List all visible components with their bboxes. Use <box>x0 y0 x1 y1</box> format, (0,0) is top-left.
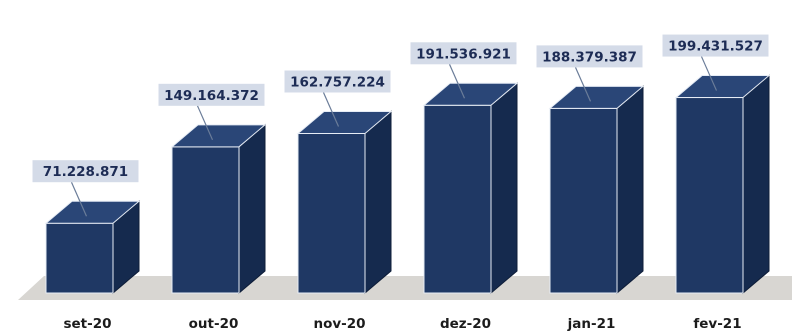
bar: 71.228.871 <box>32 160 141 295</box>
data-label-leader <box>574 67 592 102</box>
bar-top-face <box>170 124 267 148</box>
data-label-box <box>32 160 139 183</box>
bar-side-face <box>616 85 644 295</box>
category-label: fev-21 <box>693 316 741 332</box>
category-label: jan-21 <box>567 316 616 332</box>
bar-front-face <box>45 222 114 294</box>
bar-side-face <box>364 110 392 295</box>
data-label: 162.757.224 <box>290 74 385 90</box>
category-label: set-20 <box>63 316 111 332</box>
data-label-box <box>662 34 769 57</box>
bar-front-face <box>297 132 366 294</box>
data-label: 191.536.921 <box>416 46 511 62</box>
data-label-box <box>536 45 643 68</box>
data-label-leader <box>448 64 466 99</box>
bar: 188.379.387 <box>536 45 645 295</box>
bar-side-face <box>490 82 518 295</box>
bar-top-face <box>296 110 393 134</box>
category-label: out-20 <box>189 316 239 332</box>
bar-top-face <box>548 85 645 109</box>
bar: 162.757.224 <box>284 70 393 295</box>
category-label: nov-20 <box>313 316 365 332</box>
data-label-leader <box>322 92 340 127</box>
bar: 199.431.527 <box>662 34 771 295</box>
bar-top-face <box>44 200 141 224</box>
data-label-box <box>410 42 517 65</box>
category-labels-group: set-20 out-20 nov-20 dez-20 jan-21 fev-21 <box>63 316 741 332</box>
bar-side-face <box>238 123 266 295</box>
data-label: 71.228.871 <box>43 164 128 180</box>
category-label: dez-20 <box>440 316 491 332</box>
data-label: 188.379.387 <box>542 49 637 65</box>
bar-top-face <box>674 75 771 99</box>
bar-top-face <box>422 82 519 106</box>
data-label-box <box>158 83 265 106</box>
bar: 149.164.372 <box>158 83 267 295</box>
data-label-leader <box>70 181 88 217</box>
bar-side-face <box>742 74 770 295</box>
bar: 191.536.921 <box>410 42 519 295</box>
bar-front-face <box>171 146 240 294</box>
data-label-leader <box>700 56 718 91</box>
data-label-leader <box>196 105 214 141</box>
data-label-box <box>284 70 391 93</box>
bar-front-face <box>549 107 618 294</box>
data-label: 149.164.372 <box>164 88 259 104</box>
bars-group: 71.228.871 149.164.372 162.757.224 191.536.… <box>32 34 771 295</box>
bar-front-face <box>423 104 492 294</box>
data-label: 199.431.527 <box>668 39 763 55</box>
bar-front-face <box>675 97 744 294</box>
